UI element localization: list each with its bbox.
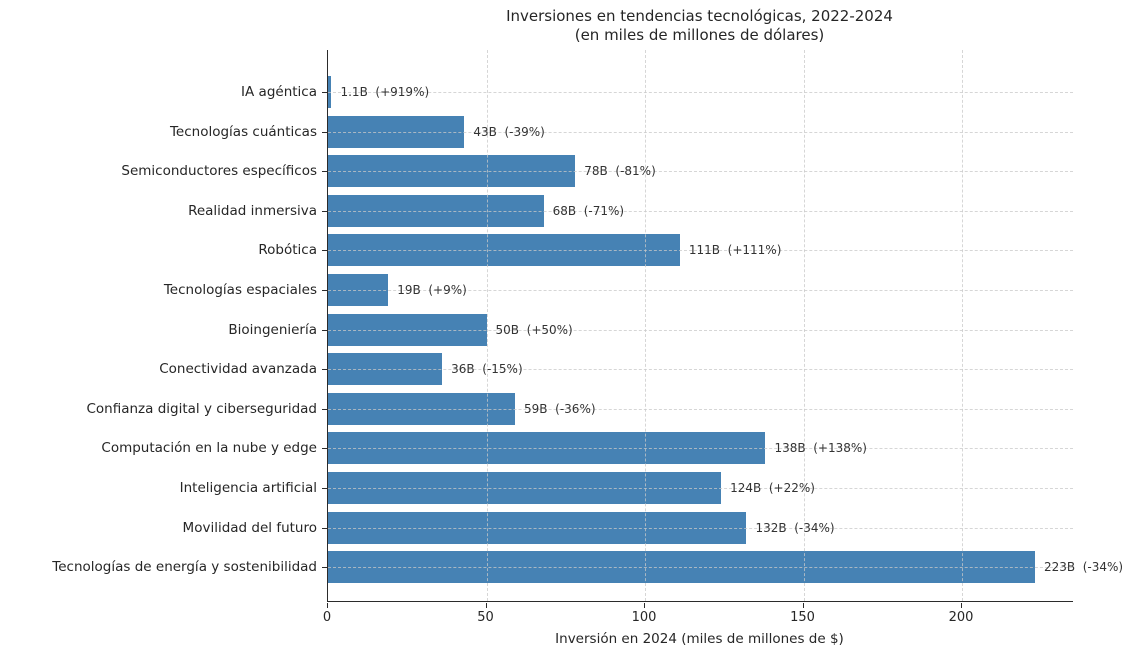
category-label: Tecnologías espaciales <box>163 282 317 298</box>
value-annotation: 1.1B (+919%) <box>340 85 430 99</box>
category-label: Confianza digital y ciberseguridad <box>86 400 317 417</box>
y-tick-mark <box>322 408 327 410</box>
y-gridline <box>328 210 1073 212</box>
x-tick-label: 50 <box>477 610 494 625</box>
value-annotation: 78B (-81%) <box>584 164 656 179</box>
category-label: IA agéntica <box>241 84 317 100</box>
category-label: Realidad inmersiva <box>188 202 317 219</box>
y-gridline <box>328 171 1073 173</box>
x-tick-label: 100 <box>631 610 657 625</box>
x-tick-label: 200 <box>948 610 974 625</box>
value-annotation: 59B (-36%) <box>524 401 596 416</box>
category-label: Semiconductores específicos <box>121 163 317 180</box>
category-label: Tecnologías cuánticas <box>169 123 317 140</box>
y-gridline <box>328 408 1073 410</box>
y-tick-mark <box>322 92 327 93</box>
y-tick-mark <box>322 290 327 291</box>
chart-title: Inversiones en tendencias tecnológicas, … <box>506 7 893 25</box>
y-tick-mark <box>322 488 327 489</box>
y-tick-mark <box>322 329 327 331</box>
category-label: Inteligencia artificial <box>179 480 317 496</box>
y-gridline <box>328 92 1073 93</box>
y-gridline <box>328 448 1073 450</box>
category-label: Robótica <box>258 242 317 259</box>
y-tick-mark <box>322 369 327 371</box>
y-tick-mark <box>322 567 327 569</box>
plot-area: 1.1B (+919%) 43B (-39%) 78B (-81%) 68B (-71… <box>327 50 1123 602</box>
value-annotation: 19B (+9%) <box>397 283 467 297</box>
chart-subtitle: (en miles de millones de dólares) <box>574 26 825 44</box>
value-annotation: 132B (-34%) <box>755 520 835 535</box>
x-tick-mark <box>327 602 328 608</box>
category-label: Computación en la nube y edge <box>101 440 317 457</box>
value-annotation: 223B (-34%) <box>1043 560 1124 575</box>
x-tick-label: 0 <box>322 610 332 625</box>
x-gridline <box>962 50 964 601</box>
value-annotation: 124B (+22%) <box>730 481 815 495</box>
x-tick-mark <box>644 602 646 608</box>
y-tick-mark <box>322 210 327 212</box>
x-gridline <box>803 50 805 601</box>
y-gridline <box>328 250 1073 252</box>
y-gridline <box>328 527 1073 529</box>
value-annotation: 68B (-71%) <box>552 203 625 218</box>
y-gridline <box>328 131 1073 133</box>
y-gridline <box>328 290 1073 291</box>
x-gridline <box>486 50 488 601</box>
value-annotation: 50B (+50%) <box>495 322 573 337</box>
y-tick-mark <box>322 448 327 450</box>
x-tick-mark <box>802 602 804 608</box>
x-gridline <box>645 50 647 601</box>
y-gridline <box>328 329 1073 331</box>
value-annotation: 111B (+111%) <box>688 243 782 258</box>
y-tick-mark <box>322 250 327 252</box>
x-axis-label: Inversión en 2024 (miles de millones de … <box>555 631 844 647</box>
category-label: Conectividad avanzada <box>159 361 317 378</box>
category-label: Bioingeniería <box>228 321 317 338</box>
x-tick-mark <box>485 602 487 608</box>
x-tick-mark <box>961 602 963 608</box>
y-tick-mark <box>322 171 327 173</box>
chart-title-block: Inversiones en tendencias tecnológicas, … <box>327 7 1072 45</box>
y-tick-mark <box>322 527 327 529</box>
x-tick-label: 150 <box>790 610 815 625</box>
y-gridline <box>328 369 1073 371</box>
value-annotation: 138B (+138%) <box>774 441 867 456</box>
y-gridline <box>328 488 1073 489</box>
category-label: Movilidad del futuro <box>182 519 317 536</box>
value-annotation: 36B (-15%) <box>451 362 523 377</box>
category-label: Tecnologías de energía y sostenibilidad <box>52 559 317 576</box>
value-annotation: 43B (-39%) <box>473 124 545 139</box>
y-gridline <box>328 567 1073 569</box>
y-tick-mark <box>322 131 327 133</box>
